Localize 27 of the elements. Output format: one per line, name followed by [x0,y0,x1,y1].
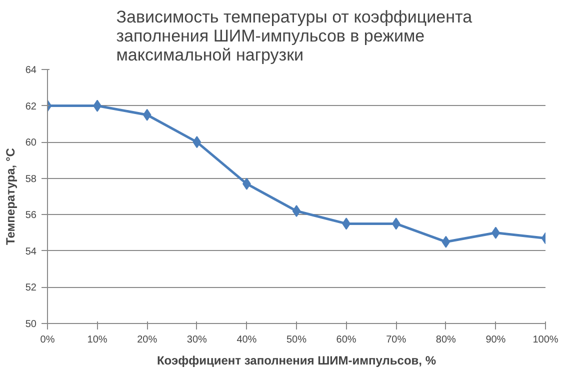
x-tick-label: 100% [532,334,558,346]
chart-title: Зависимость температуры от коэффициента заполнения ШИМ-импульсов в режиме максимальной нагрузки [116,8,473,64]
point [442,236,450,248]
x-tick-label: 10% [87,334,108,346]
x-tick-label: 80% [436,334,456,346]
point [142,108,152,121]
x-tick-label: 0% [40,334,55,346]
x-tick-label: 40% [236,334,257,346]
x-tick-label: 60% [336,334,356,346]
point [292,205,301,218]
y-tick-label: 54 [25,246,37,258]
y-tick-label: 58 [25,174,37,185]
x-tick-label: 70% [386,334,406,346]
x-tick-label: 20% [137,334,158,346]
y-tick-label: 52 [25,282,37,294]
x-axis-title: Коэффициент заполнения ШИМ-импульсов, % [156,354,436,368]
y-tick-label: 64 [25,65,37,76]
x-tick-label: 50% [286,334,307,346]
y-tick-label: 50 [25,319,37,330]
point [192,136,202,148]
y-tick-label: 62 [25,101,37,112]
x-tick-label: 30% [186,334,208,346]
y-tick-label: 60 [25,138,37,149]
y-axis-title: Температура, °С [3,148,18,245]
y-tick-label: 56 [25,210,37,222]
x-tick-label: 90% [486,334,506,346]
point [392,218,400,230]
